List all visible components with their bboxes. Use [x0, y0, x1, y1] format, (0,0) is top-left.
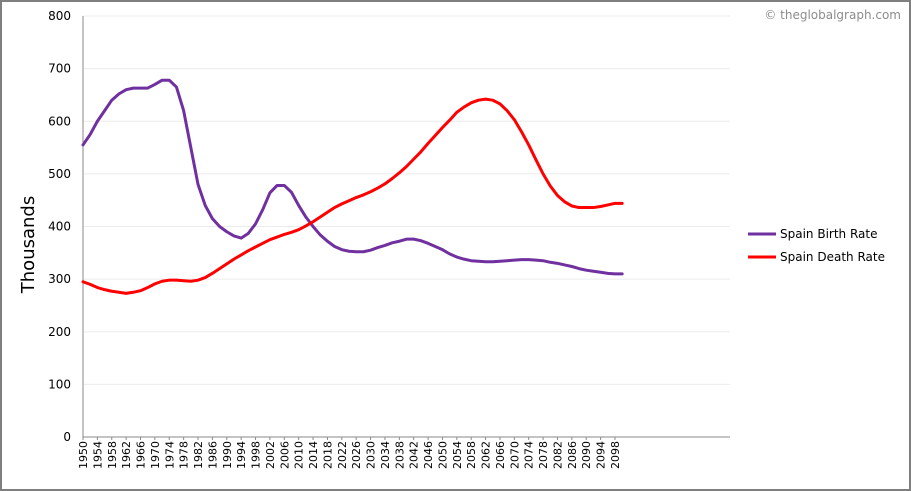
y-tick-label: 500 [48, 167, 71, 181]
x-tick-label: 1950 [77, 441, 90, 469]
y-tick-label: 400 [48, 220, 71, 234]
x-tick-label: 2058 [465, 441, 478, 469]
y-tick-label: 300 [48, 272, 71, 286]
x-tick-label: 2090 [580, 441, 593, 469]
x-tick-label: 1958 [106, 441, 119, 469]
x-tick-label: 1966 [135, 441, 148, 469]
x-tick-label: 2030 [365, 441, 378, 469]
y-tick-label: 700 [48, 62, 71, 76]
x-tick-label: 1986 [206, 441, 219, 469]
x-tick-label: 2070 [508, 441, 521, 469]
x-tick-label: 2002 [264, 441, 277, 469]
y-tick-label: 800 [48, 9, 71, 23]
x-tick-label: 2006 [278, 441, 291, 469]
legend-label: Spain Birth Rate [780, 227, 877, 241]
x-tick-label: 2098 [609, 441, 622, 469]
series-line-death-rate [81, 97, 624, 295]
legend-label: Spain Death Rate [780, 250, 885, 264]
x-tick-label: 2046 [422, 441, 435, 469]
x-tick-label: 2038 [393, 441, 406, 469]
y-tick-label: 100 [48, 377, 71, 391]
x-tick-label: 2054 [451, 441, 464, 469]
x-tick-label: 2086 [566, 441, 579, 469]
x-tick-label: 2062 [480, 441, 493, 469]
watermark: © theglobalgraph.com [764, 8, 901, 22]
x-tick-label: 2078 [537, 441, 550, 469]
x-tick-label: 2022 [336, 441, 349, 469]
x-tick-label: 1994 [235, 441, 248, 469]
x-tick-label: 1970 [149, 441, 162, 469]
x-tick-label: 2066 [494, 441, 507, 469]
series-line-birth-rate [81, 78, 624, 276]
x-tick-label: 2082 [551, 441, 564, 469]
x-tick-label: 2074 [523, 441, 536, 469]
x-tick-label: 2026 [350, 441, 363, 469]
x-tick-label: 1998 [250, 441, 263, 469]
x-tick-label: 1954 [91, 441, 104, 469]
x-tick-label: 2094 [595, 441, 608, 469]
x-tick-label: 2050 [436, 441, 449, 469]
y-tick-label: 600 [48, 114, 71, 128]
y-tick-label: 200 [48, 325, 71, 339]
x-tick-label: 2010 [293, 441, 306, 469]
x-tick-label: 2034 [379, 441, 392, 469]
x-tick-label: 1982 [192, 441, 205, 469]
x-tick-label: 1990 [221, 441, 234, 469]
y-tick-label: 0 [63, 430, 71, 444]
x-tick-label: 1974 [163, 441, 176, 469]
x-tick-label: 1978 [178, 441, 191, 469]
x-tick-label: 2018 [321, 441, 334, 469]
x-tick-label: 2014 [307, 441, 320, 469]
y-axis-label: Thousands [18, 196, 39, 294]
x-tick-label: 1962 [120, 441, 133, 469]
x-tick-label: 2042 [408, 441, 421, 469]
